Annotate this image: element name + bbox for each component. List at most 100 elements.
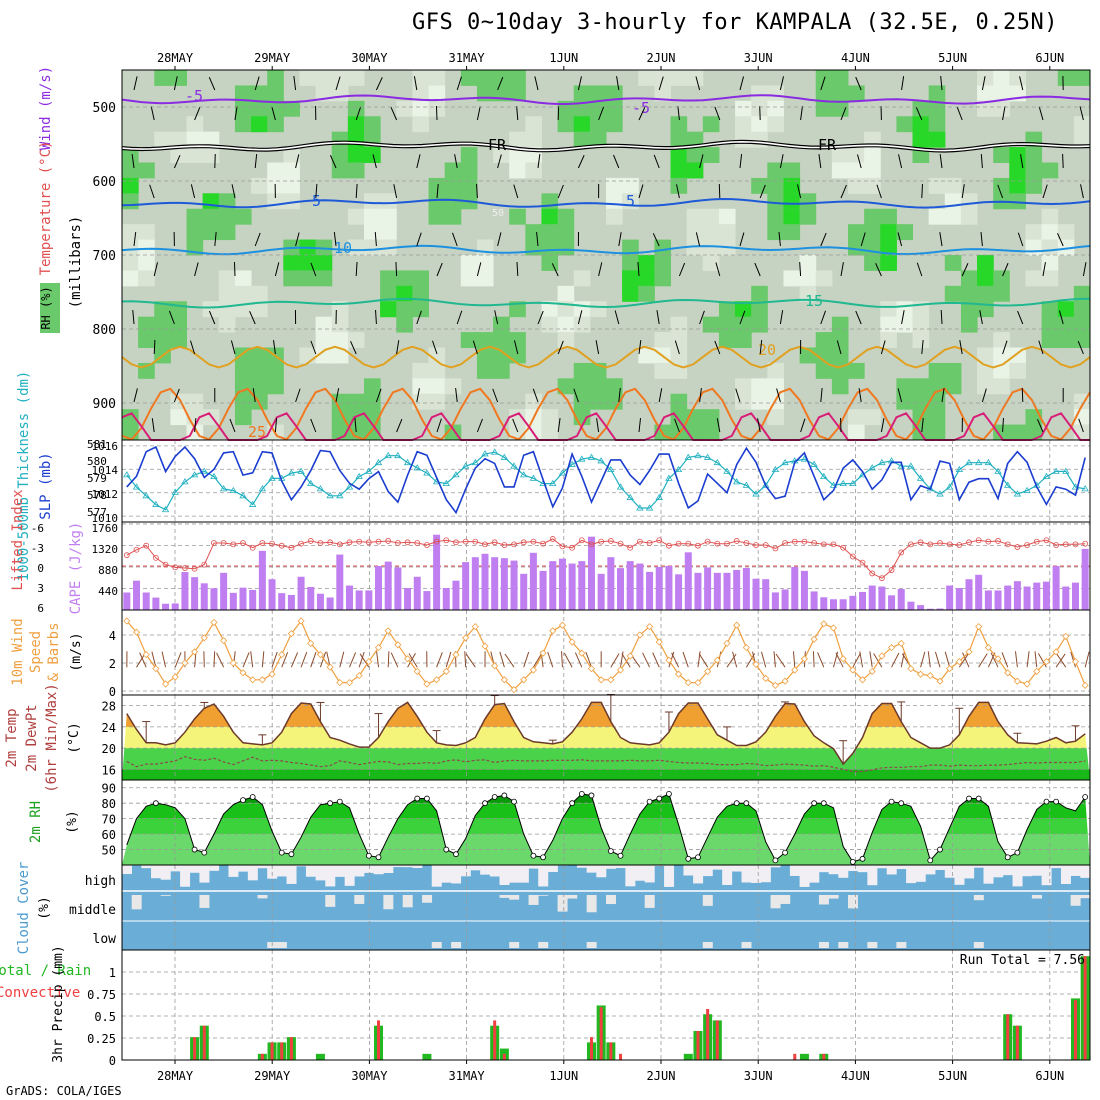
thickness-point — [607, 465, 615, 473]
cape-bar — [665, 566, 673, 610]
rh-cell — [702, 409, 720, 426]
rh-cell — [1073, 70, 1091, 86]
rh-cell — [1073, 116, 1091, 133]
rh-cell — [831, 347, 849, 364]
wind-barb — [1017, 232, 1024, 247]
lifted-point — [733, 538, 740, 544]
rh-cell — [186, 116, 204, 133]
cape-bar — [491, 557, 499, 610]
rh-cell — [396, 301, 413, 318]
cloud-high-clear — [470, 865, 481, 871]
rh-cell — [977, 347, 994, 364]
isotherm-label: FR — [488, 136, 507, 154]
cloud-middle-gap — [780, 895, 791, 904]
wind-barb — [512, 418, 519, 433]
ylabel-rh: RH (%) — [39, 286, 53, 329]
thickness-tick: 580 — [87, 455, 107, 468]
ylabel-lifted: Lifted Index — [10, 489, 26, 590]
rh-cell — [170, 301, 188, 318]
cape-bar — [1081, 548, 1089, 610]
rh-cell — [896, 116, 914, 133]
rh2m-point — [888, 798, 895, 805]
wind-barb — [875, 263, 882, 277]
cloud-high-clear — [1070, 865, 1081, 876]
thickness-point — [587, 453, 596, 460]
wind-barb — [940, 309, 943, 325]
rh-cell — [670, 70, 688, 86]
rh-cell — [993, 177, 1010, 194]
wind-barb — [252, 388, 256, 403]
cloud-middle-gap — [586, 895, 597, 913]
rh-cell — [154, 131, 171, 148]
wind-barb — [797, 184, 802, 199]
wind10-point — [829, 624, 838, 632]
cloud-high-clear — [635, 865, 646, 881]
rh2m-point — [443, 846, 450, 853]
cloud-high-clear — [983, 865, 994, 884]
lifted-tick: 0 — [37, 562, 44, 575]
cloud-middle-gap — [402, 895, 413, 908]
rh-cell — [299, 70, 317, 86]
rh-cell — [234, 208, 252, 225]
ylabel-thickness: 1000-500mb Thickness (dm) — [16, 371, 32, 582]
rh2m-band — [122, 818, 1090, 835]
cloud-high-clear — [344, 865, 355, 886]
cape-bar — [297, 576, 305, 610]
thickness-point — [781, 458, 789, 466]
cloud-high-clear — [886, 865, 897, 875]
rh-cell — [347, 332, 365, 348]
temp-band — [122, 726, 1090, 749]
rh-cell — [251, 177, 268, 194]
rh-cell — [670, 347, 688, 364]
thickness-point — [403, 458, 412, 466]
ylabel-temperature: Temperature (°C) — [38, 141, 54, 276]
cape-bar — [471, 557, 479, 610]
thickness-point — [645, 504, 654, 511]
wind-barb — [759, 184, 766, 199]
rh-cell — [654, 332, 672, 348]
rh-cell — [735, 301, 752, 318]
lifted-point — [801, 538, 808, 545]
rh2m-point — [414, 795, 421, 802]
cape-bar — [181, 572, 189, 610]
rh-cell — [347, 208, 365, 225]
wind-barb — [652, 233, 660, 247]
wind10-barb — [652, 652, 660, 668]
cape-bar — [520, 573, 528, 610]
rh-cell — [186, 131, 204, 148]
wind10-point — [1052, 648, 1060, 656]
wind-barb — [658, 388, 663, 403]
lifted-point — [946, 541, 953, 548]
date-label-bottom: 30MAY — [351, 1069, 388, 1083]
lifted-point — [182, 565, 188, 571]
rh-cell — [218, 301, 236, 318]
cape-bar — [781, 589, 789, 610]
precip-conv-bar — [793, 1053, 797, 1060]
wind10-barb — [445, 651, 452, 668]
ylabel-cloud: (%) — [37, 896, 52, 919]
rh-cell — [912, 378, 930, 395]
lifted-point — [278, 542, 285, 549]
date-label-top: 28MAY — [157, 51, 194, 65]
wind-barb — [855, 310, 862, 325]
rh2m-point — [240, 797, 246, 803]
rh-cell — [202, 193, 220, 210]
wind-barb — [557, 184, 564, 199]
rh-cell — [476, 255, 494, 271]
wind10-point — [636, 631, 644, 639]
cape-bar — [423, 591, 431, 610]
wind-barb — [153, 262, 159, 277]
cloud-high-clear — [964, 865, 975, 879]
rh-cell — [170, 147, 188, 163]
cloud-high-clear — [499, 865, 510, 886]
cape-bar — [258, 550, 266, 610]
wind10-point — [471, 623, 479, 631]
cloud-middle-gap — [1070, 895, 1081, 906]
rh-cell — [283, 270, 300, 287]
cape-bar — [742, 567, 750, 610]
rh-cell — [267, 162, 284, 179]
wind10-barb — [726, 653, 737, 668]
wind10-point — [936, 677, 944, 685]
rh-cell — [299, 255, 317, 271]
rh-cell — [234, 393, 252, 410]
